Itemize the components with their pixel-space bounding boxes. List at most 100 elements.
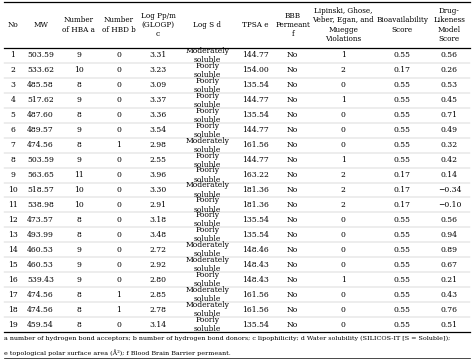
Text: 3.48: 3.48 xyxy=(149,231,166,239)
Text: 8: 8 xyxy=(76,231,82,239)
Text: 0: 0 xyxy=(341,261,346,269)
Text: Moderately
soluble: Moderately soluble xyxy=(185,256,229,273)
Text: 0.94: 0.94 xyxy=(441,231,458,239)
Text: 3.14: 3.14 xyxy=(149,320,166,329)
Text: 0: 0 xyxy=(116,51,121,59)
Text: 135.54: 135.54 xyxy=(242,111,269,119)
Text: 4: 4 xyxy=(10,96,16,104)
Text: 144.77: 144.77 xyxy=(242,51,269,59)
Text: 0: 0 xyxy=(116,276,121,284)
Text: 539.43: 539.43 xyxy=(27,276,54,284)
Text: Poorly
soluble: Poorly soluble xyxy=(194,196,221,213)
Text: 0: 0 xyxy=(341,231,346,239)
Text: 3.36: 3.36 xyxy=(149,111,166,119)
Text: −0.34: −0.34 xyxy=(438,186,461,194)
Text: 10: 10 xyxy=(8,186,18,194)
Text: 1: 1 xyxy=(116,141,121,149)
Text: 3.96: 3.96 xyxy=(149,171,166,179)
Text: 9: 9 xyxy=(76,246,82,254)
Text: 1: 1 xyxy=(341,156,346,164)
Text: 489.57: 489.57 xyxy=(27,126,54,134)
Text: Poorly
soluble: Poorly soluble xyxy=(194,271,221,288)
Text: 3.18: 3.18 xyxy=(149,216,166,224)
Text: 11: 11 xyxy=(74,171,84,179)
Text: 0.56: 0.56 xyxy=(441,51,458,59)
Text: 3.30: 3.30 xyxy=(149,186,166,194)
Text: Poorly
soluble: Poorly soluble xyxy=(194,226,221,243)
Text: 3.37: 3.37 xyxy=(149,96,166,104)
Text: Moderately
soluble: Moderately soluble xyxy=(185,286,229,303)
Text: 0.17: 0.17 xyxy=(393,171,410,179)
Text: No: No xyxy=(287,186,298,194)
Text: 0.26: 0.26 xyxy=(441,67,458,75)
Text: 0.55: 0.55 xyxy=(393,81,410,89)
Text: 12: 12 xyxy=(8,216,18,224)
Text: No: No xyxy=(287,156,298,164)
Text: 2: 2 xyxy=(341,186,346,194)
Text: Moderately
soluble: Moderately soluble xyxy=(185,47,229,64)
Text: No: No xyxy=(287,96,298,104)
Text: 538.98: 538.98 xyxy=(27,201,54,209)
Text: 0.53: 0.53 xyxy=(441,81,458,89)
Text: 11: 11 xyxy=(8,201,18,209)
Text: 533.62: 533.62 xyxy=(27,67,54,75)
Text: 3.09: 3.09 xyxy=(149,81,166,89)
Text: No: No xyxy=(287,276,298,284)
Text: 18: 18 xyxy=(8,306,18,314)
Text: 9: 9 xyxy=(10,171,16,179)
Text: 0: 0 xyxy=(341,246,346,254)
Text: 0: 0 xyxy=(116,96,121,104)
Text: 9: 9 xyxy=(76,126,82,134)
Text: 0: 0 xyxy=(116,246,121,254)
Text: Moderately
soluble: Moderately soluble xyxy=(185,181,229,199)
Text: 0: 0 xyxy=(341,81,346,89)
Text: 3.23: 3.23 xyxy=(149,67,166,75)
Text: BBB
Permeant
f: BBB Permeant f xyxy=(275,12,310,38)
Text: 0.21: 0.21 xyxy=(441,276,458,284)
Text: No: No xyxy=(287,111,298,119)
Text: 0: 0 xyxy=(116,67,121,75)
Text: 135.54: 135.54 xyxy=(242,81,269,89)
Text: 0.55: 0.55 xyxy=(393,276,410,284)
Text: 0.17: 0.17 xyxy=(393,186,410,194)
Text: 0.55: 0.55 xyxy=(393,96,410,104)
Text: 2.85: 2.85 xyxy=(149,291,166,299)
Text: 0.71: 0.71 xyxy=(441,111,458,119)
Text: No: No xyxy=(287,306,298,314)
Text: 0.56: 0.56 xyxy=(441,216,458,224)
Text: 459.54: 459.54 xyxy=(27,320,54,329)
Text: 0: 0 xyxy=(341,126,346,134)
Text: 9: 9 xyxy=(76,51,82,59)
Text: 503.59: 503.59 xyxy=(27,156,54,164)
Text: 181.36: 181.36 xyxy=(242,186,269,194)
Text: No: No xyxy=(287,320,298,329)
Text: Poorly
soluble: Poorly soluble xyxy=(194,62,221,79)
Text: 2: 2 xyxy=(341,67,346,75)
Text: 148.46: 148.46 xyxy=(242,246,269,254)
Text: 9: 9 xyxy=(76,156,82,164)
Text: 148.43: 148.43 xyxy=(242,261,269,269)
Text: 6: 6 xyxy=(10,126,16,134)
Text: 7: 7 xyxy=(10,141,16,149)
Text: Number
of HBA a: Number of HBA a xyxy=(63,17,95,33)
Text: 8: 8 xyxy=(76,81,82,89)
Text: 8: 8 xyxy=(76,141,82,149)
Text: 2.80: 2.80 xyxy=(149,276,166,284)
Text: 9: 9 xyxy=(76,96,82,104)
Text: 135.54: 135.54 xyxy=(242,216,269,224)
Text: 0: 0 xyxy=(116,201,121,209)
Text: No: No xyxy=(287,261,298,269)
Text: 0.17: 0.17 xyxy=(393,67,410,75)
Text: 8: 8 xyxy=(76,291,82,299)
Text: 0.89: 0.89 xyxy=(441,246,458,254)
Text: 2.91: 2.91 xyxy=(149,201,166,209)
Text: 1: 1 xyxy=(116,291,121,299)
Text: No: No xyxy=(287,126,298,134)
Text: 0.51: 0.51 xyxy=(441,320,458,329)
Text: Bioavailability
Score: Bioavailability Score xyxy=(376,17,428,33)
Text: 8: 8 xyxy=(76,216,82,224)
Text: Poorly
soluble: Poorly soluble xyxy=(194,211,221,229)
Text: Poorly
soluble: Poorly soluble xyxy=(194,122,221,139)
Text: 0: 0 xyxy=(341,141,346,149)
Text: 0: 0 xyxy=(116,156,121,164)
